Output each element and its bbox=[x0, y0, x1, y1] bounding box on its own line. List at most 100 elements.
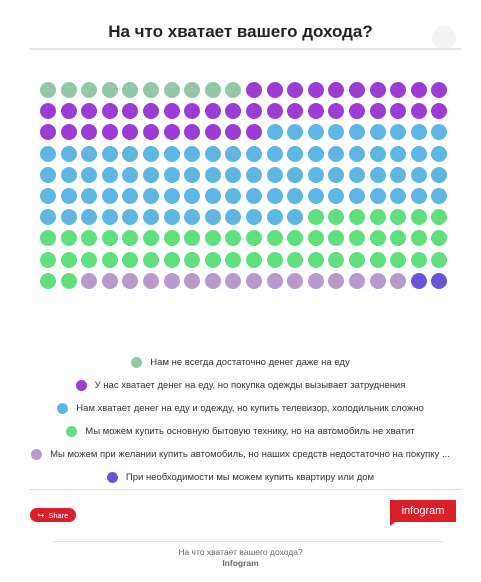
pictogram-dot bbox=[390, 251, 407, 268]
pictogram-chart bbox=[40, 82, 448, 289]
share-label: Share bbox=[48, 510, 69, 520]
pictogram-dot bbox=[163, 230, 180, 247]
pictogram-dot bbox=[143, 209, 159, 226]
pictogram-dot bbox=[122, 188, 139, 204]
pictogram-dot bbox=[204, 209, 221, 226]
share-button[interactable]: ↪ Share bbox=[30, 508, 76, 522]
pictogram-dot bbox=[328, 103, 345, 120]
pictogram-dot bbox=[81, 124, 98, 141]
pictogram-dot bbox=[390, 124, 407, 141]
pictogram-dot bbox=[225, 251, 242, 268]
pictogram-dot bbox=[143, 251, 159, 268]
pictogram-dot bbox=[184, 145, 201, 162]
legend-item: У нас хватает денег на еду, но покупка о… bbox=[0, 377, 481, 393]
legend-swatch bbox=[106, 471, 118, 483]
pictogram-dot bbox=[307, 124, 324, 141]
pictogram-dot bbox=[246, 82, 262, 98]
pictogram-dot bbox=[246, 272, 262, 289]
pictogram-dot bbox=[266, 124, 283, 141]
pictogram-dot bbox=[122, 103, 139, 120]
legend-swatch bbox=[75, 379, 87, 391]
pictogram-dot bbox=[81, 230, 98, 247]
pictogram-dot bbox=[40, 103, 56, 120]
caption-source[interactable]: Infogram bbox=[222, 558, 259, 568]
pictogram-dot bbox=[410, 145, 427, 162]
pictogram-dot bbox=[184, 209, 201, 226]
pictogram-dot bbox=[40, 230, 56, 247]
legend-label: При необходимости мы можем купить кварти… bbox=[125, 471, 375, 483]
pictogram-dot bbox=[431, 103, 448, 120]
pictogram-dot bbox=[143, 166, 159, 183]
pictogram-dot bbox=[81, 166, 98, 183]
pictogram-dot bbox=[143, 124, 159, 141]
pictogram-dot bbox=[349, 209, 365, 226]
pictogram-dot bbox=[60, 209, 77, 226]
logo-text: infogram bbox=[401, 505, 445, 517]
pictogram-dot bbox=[101, 124, 118, 141]
pictogram-dot bbox=[81, 209, 98, 226]
pictogram-dot bbox=[204, 251, 221, 268]
pictogram-dot bbox=[369, 103, 386, 120]
pictogram-dot bbox=[122, 82, 139, 98]
legend-label: У нас хватает денег на еду, но покупка о… bbox=[94, 379, 406, 391]
pictogram-dot bbox=[143, 103, 159, 120]
pictogram-dot bbox=[369, 145, 386, 162]
title-divider bbox=[30, 48, 462, 50]
pictogram-dot bbox=[287, 166, 304, 183]
pictogram-dot bbox=[225, 209, 242, 226]
infogram-logo[interactable]: infogram bbox=[390, 500, 456, 522]
pictogram-dot bbox=[431, 251, 448, 268]
logo-tail bbox=[390, 520, 398, 526]
pictogram-dot bbox=[81, 103, 98, 120]
pictogram-dot bbox=[390, 272, 407, 289]
pictogram-dot bbox=[184, 124, 201, 141]
pictogram-dot bbox=[204, 188, 221, 204]
pictogram-dot bbox=[184, 272, 201, 289]
pictogram-dot bbox=[40, 251, 56, 268]
pictogram-dot bbox=[40, 272, 56, 289]
pictogram-dot bbox=[287, 145, 304, 162]
legend-swatch bbox=[131, 356, 143, 368]
pictogram-dot bbox=[328, 272, 345, 289]
legend-item: Мы можем при желании купить автомобиль, … bbox=[0, 446, 481, 462]
pictogram-dot bbox=[163, 251, 180, 268]
pictogram-dot bbox=[266, 209, 283, 226]
pictogram-dot bbox=[225, 103, 242, 120]
pictogram-dot bbox=[101, 272, 118, 289]
pictogram-dot bbox=[349, 188, 365, 204]
pictogram-dot bbox=[60, 166, 77, 183]
pictogram-dot bbox=[246, 251, 262, 268]
pictogram-dot bbox=[307, 188, 324, 204]
pictogram-dot bbox=[60, 82, 77, 98]
pictogram-dot bbox=[349, 124, 365, 141]
pictogram-dot bbox=[307, 251, 324, 268]
pictogram-dot bbox=[369, 272, 386, 289]
pictogram-dot bbox=[410, 251, 427, 268]
pictogram-dot bbox=[225, 124, 242, 141]
pictogram-dot bbox=[101, 166, 118, 183]
legend-label: Мы можем при желании купить автомобиль, … bbox=[50, 448, 450, 460]
pictogram-dot bbox=[60, 230, 77, 247]
pictogram-dot bbox=[60, 124, 77, 141]
caption-divider bbox=[53, 541, 443, 542]
pictogram-dot bbox=[369, 209, 386, 226]
pictogram-dot bbox=[410, 272, 427, 289]
pictogram-dot bbox=[143, 82, 159, 98]
share-icon: ↪ bbox=[37, 510, 45, 520]
caption-title[interactable]: На что хватает вашего дохода? bbox=[178, 547, 303, 557]
pictogram-dot bbox=[60, 103, 77, 120]
pictogram-dot bbox=[204, 272, 221, 289]
pictogram-dot bbox=[431, 166, 448, 183]
pictogram-dot bbox=[349, 145, 365, 162]
pictogram-dot bbox=[225, 272, 242, 289]
pictogram-dot bbox=[101, 209, 118, 226]
pictogram-dot bbox=[266, 188, 283, 204]
pictogram-dot bbox=[349, 103, 365, 120]
pictogram-dot bbox=[246, 145, 262, 162]
pictogram-dot bbox=[390, 188, 407, 204]
pictogram-dot bbox=[143, 145, 159, 162]
pictogram-dot bbox=[184, 188, 201, 204]
pictogram-dot bbox=[143, 230, 159, 247]
pictogram-dot bbox=[431, 82, 448, 98]
pictogram-dot bbox=[246, 230, 262, 247]
